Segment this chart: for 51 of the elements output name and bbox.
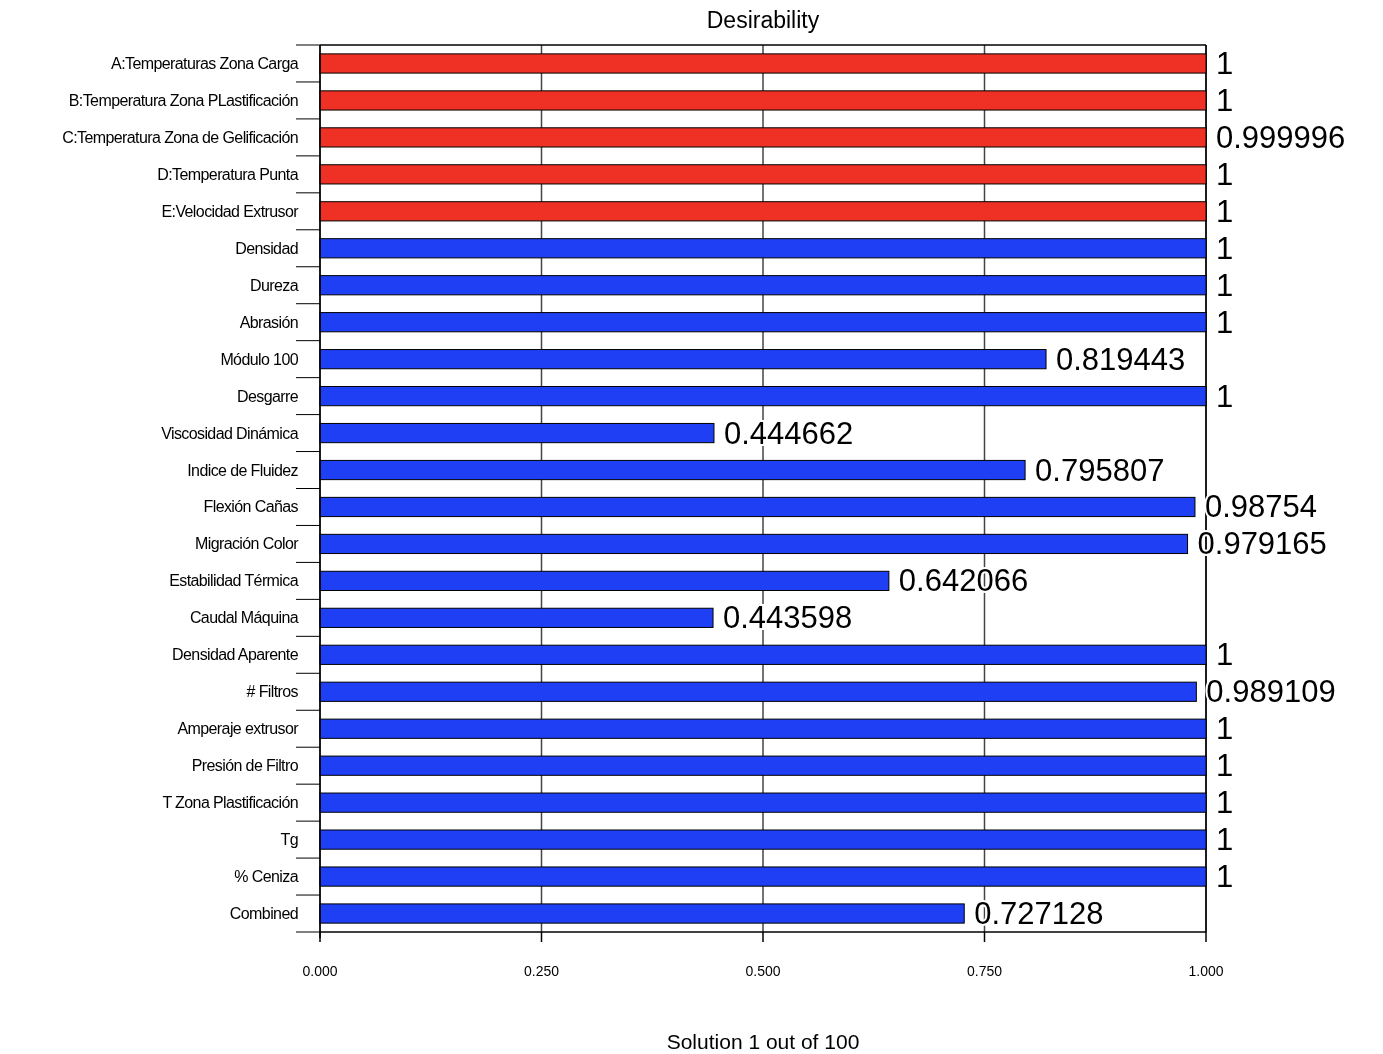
text: Solution 1 out of 100 xyxy=(666,1030,860,1053)
data-label: 1 xyxy=(1216,193,1234,229)
y-tick-label: T Zona Plastificación xyxy=(162,794,298,812)
x-tick-label: 1.000 xyxy=(1188,963,1224,979)
data-label: 1 xyxy=(1216,267,1234,303)
y-tick-label: Módulo 100 xyxy=(220,350,299,368)
y-tick-label: Dureza xyxy=(250,276,299,294)
y-tick-label: B:Temperatura Zona PLastificación xyxy=(68,91,298,109)
data-label: 1 xyxy=(1216,748,1234,784)
y-tick-label: Amperaje extrusor xyxy=(177,720,300,738)
y-tick-label: Desgarre xyxy=(236,387,299,405)
data-label: 1 xyxy=(1216,785,1234,821)
y-tick-label: A:Temperaturas Zona Carga xyxy=(111,54,299,72)
data-label: 0.999996 xyxy=(1216,119,1346,155)
y-tick-label: Caudal Máquina xyxy=(189,609,299,627)
y-tick-label: Flexión Cañas xyxy=(203,498,299,516)
y-tick-label: D:Temperatura Punta xyxy=(157,165,299,183)
data-label: 1 xyxy=(1216,230,1234,266)
data-label: 1 xyxy=(1216,859,1234,895)
y-tick-label: Densidad xyxy=(235,239,298,257)
y-tick-label: % Ceniza xyxy=(234,868,299,886)
data-label: 0.795807 xyxy=(1035,452,1165,488)
x-tick-label: 0.000 xyxy=(302,963,338,979)
data-label: 1 xyxy=(1216,378,1234,414)
data-label: 1 xyxy=(1216,156,1234,192)
y-tick-label: Migración Color xyxy=(194,535,300,553)
y-tick-label: E:Velocidad Extrusor xyxy=(161,202,300,220)
x-tick-label: 0.750 xyxy=(966,963,1003,979)
y-tick-label: Estabilidad Térmica xyxy=(169,572,299,590)
x-tick-label: 0.250 xyxy=(523,963,560,979)
data-label: 1 xyxy=(1216,45,1234,81)
data-label: 0.819443 xyxy=(1056,341,1186,377)
y-tick-label: Combined xyxy=(229,905,298,923)
x-tick-label: 0.500 xyxy=(745,963,781,979)
data-label: 1 xyxy=(1216,637,1234,673)
data-label: 1 xyxy=(1216,822,1234,858)
y-tick-label: Densidad Aparente xyxy=(172,646,299,664)
data-label: 0.989109 xyxy=(1206,674,1336,710)
y-tick-label: Viscosidad Dinámica xyxy=(161,424,299,442)
y-tick-label: Indice de Fluidez xyxy=(187,461,299,479)
y-tick-label: C:Temperatura Zona de Gelificación xyxy=(62,128,298,146)
data-label: 1 xyxy=(1216,304,1234,340)
data-label: 0.443598 xyxy=(723,600,853,636)
data-label: 1 xyxy=(1216,82,1234,118)
y-tick-label: Abrasión xyxy=(239,313,298,331)
y-tick-label: # Filtros xyxy=(246,683,299,701)
y-tick-label: Tg xyxy=(280,831,298,849)
data-label: 0.444662 xyxy=(723,415,854,451)
chart-title: Desirability xyxy=(706,7,820,33)
y-tick-label: Presión de Filtro xyxy=(191,757,299,775)
data-label: 1 xyxy=(1216,711,1234,747)
